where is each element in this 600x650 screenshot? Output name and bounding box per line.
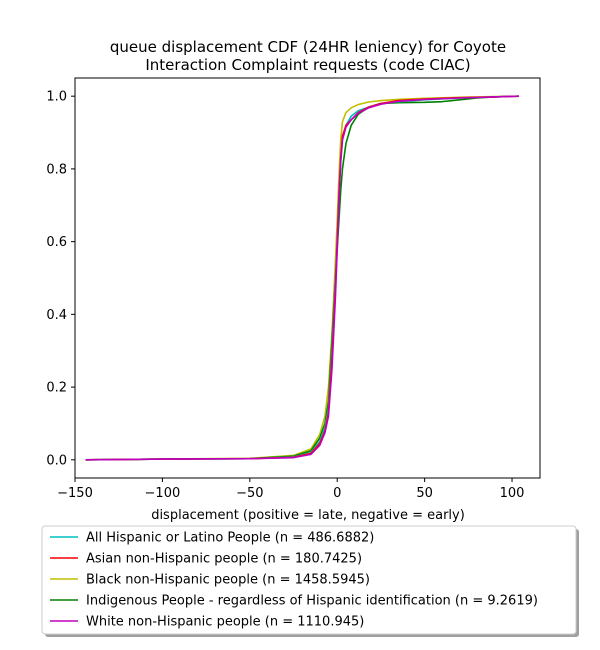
x-tick-label: 0 — [333, 486, 341, 501]
x-tick-label: −50 — [236, 486, 263, 501]
series-line-5 — [85, 95, 520, 461]
chart-title-line-2: Interaction Complaint requests (code CIA… — [145, 56, 470, 74]
legend-label: Indigenous People - regardless of Hispan… — [86, 594, 538, 609]
x-tick-label: −100 — [145, 486, 181, 501]
x-axis-label: displacement (positive = late, negative … — [151, 508, 465, 523]
x-axis-ticks: −150 −100 −50 0 50 100 — [57, 478, 524, 501]
x-tick-label: 100 — [500, 486, 525, 501]
y-tick-label: 0.6 — [46, 235, 67, 250]
legend-label: Black non-Hispanic people (n = 1458.5945… — [86, 573, 370, 588]
plot-area — [75, 78, 540, 478]
y-tick-label: 0.8 — [46, 162, 67, 177]
chart-title-line-1: queue displacement CDF (24HR leniency) f… — [110, 38, 506, 56]
x-tick-label: −150 — [57, 486, 93, 501]
series-line-4 — [85, 95, 520, 461]
y-axis-ticks: 0.0 0.2 0.4 0.6 0.8 1.0 — [46, 90, 75, 468]
series-line-3 — [85, 95, 520, 461]
y-tick-label: 1.0 — [46, 90, 67, 105]
legend-label: All Hispanic or Latino People (n = 486.6… — [86, 531, 374, 546]
legend-box — [41, 525, 577, 635]
x-tick-label: 50 — [416, 486, 433, 501]
plot-frame — [74, 77, 541, 479]
y-tick-label: 0.0 — [46, 453, 67, 468]
legend-label: Asian non-Hispanic people (n = 180.7425) — [86, 552, 362, 567]
series-layer — [85, 95, 520, 461]
y-tick-label: 0.2 — [46, 381, 67, 396]
legend-label: White non-Hispanic people (n = 1110.945) — [86, 615, 364, 630]
y-tick-label: 0.4 — [46, 308, 67, 323]
legend: All Hispanic or Latino People (n = 486.6… — [41, 525, 579, 637]
